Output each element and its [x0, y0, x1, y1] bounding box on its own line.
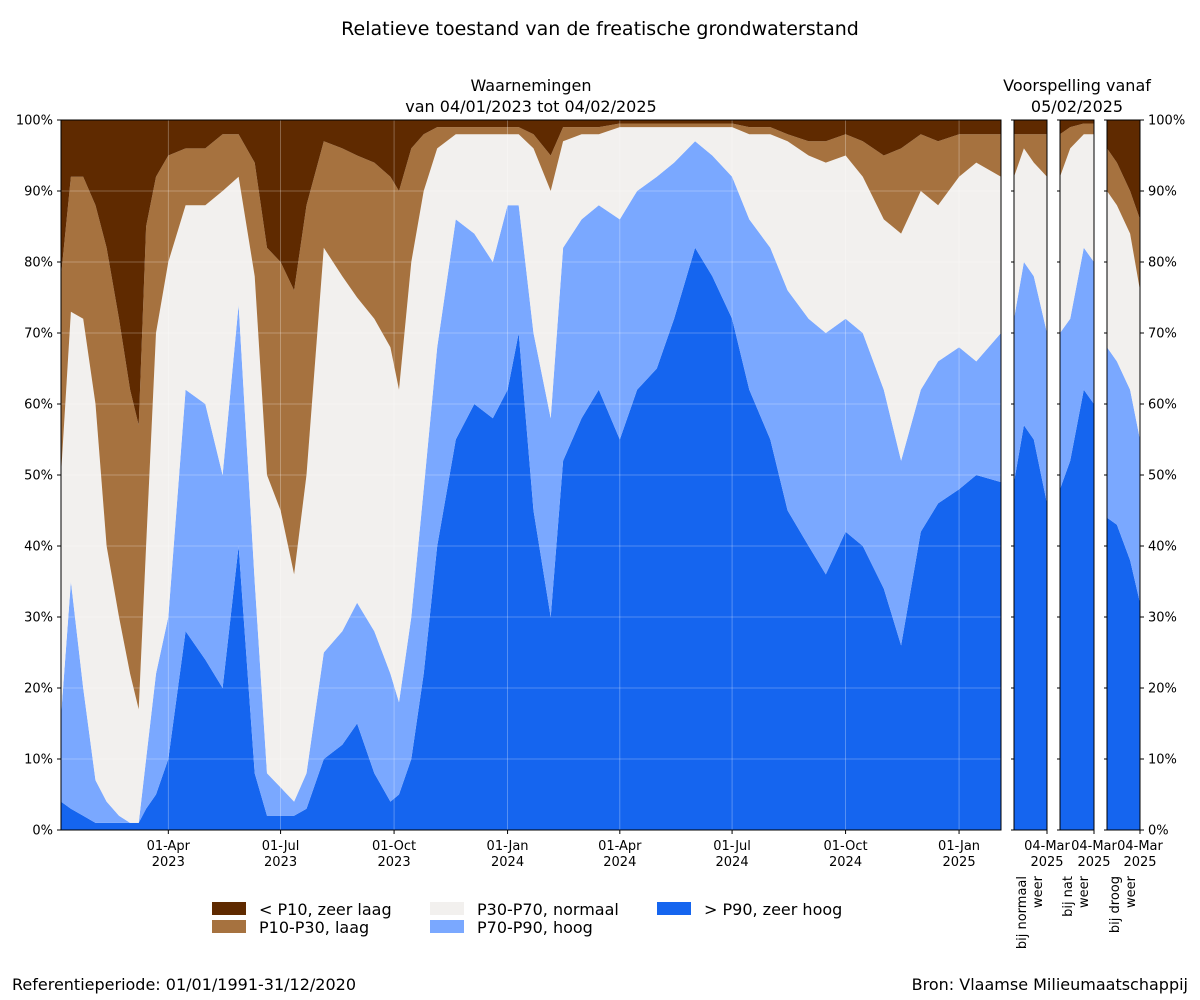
- forecast-2-band-zeer-laag: [1060, 120, 1094, 135]
- y-tick-label-right: 40%: [1148, 540, 1177, 555]
- x-tick-label: 01-Apr: [147, 839, 191, 854]
- forecast-scenario-label-2: weer: [1124, 875, 1139, 908]
- observations-band-hoog: [61, 141, 1001, 823]
- y-tick-label-left: 20%: [24, 682, 53, 697]
- forecast-3-band-zeer-laag: [1107, 120, 1140, 220]
- legend-label-zeer-hoog: > P90, zeer hoog: [704, 900, 842, 919]
- forecast-x-tick-label-year: 2025: [1077, 855, 1110, 870]
- forecast-panel-3: [1107, 120, 1140, 830]
- x-tick-label-year: 2023: [378, 855, 411, 870]
- y-tick-label-right: 100%: [1148, 114, 1185, 129]
- y-tick-label-left: 70%: [24, 327, 53, 342]
- forecast-2-band-hoog: [1060, 247, 1094, 490]
- y-tick-label-left: 100%: [16, 114, 53, 129]
- forecast-scenario-label-2: weer: [1031, 875, 1046, 908]
- x-tick-label-year: 2024: [716, 855, 749, 870]
- forecast-x-tick-label-year: 2025: [1030, 855, 1063, 870]
- y-tick-label-right: 80%: [1148, 256, 1177, 271]
- forecast-x-tick-label: 04-Mar: [1117, 839, 1163, 854]
- forecast-scenario-label: bij droog: [1108, 876, 1123, 933]
- chart-title: Relatieve toestand van de freatische gro…: [341, 18, 859, 40]
- x-tick-label-year: 2024: [829, 855, 862, 870]
- observations-band-zeer-laag: [61, 120, 1001, 426]
- x-tick-label-year: 2024: [491, 855, 524, 870]
- forecast-x-tick-label: 04-Mar: [1024, 839, 1070, 854]
- y-tick-label-left: 50%: [24, 469, 53, 484]
- y-tick-label-right: 10%: [1148, 753, 1177, 768]
- y-tick-label-left: 60%: [24, 398, 53, 413]
- forecast-2-band-laag: [1060, 123, 1094, 177]
- legend-label-hoog: P70-P90, hoog: [477, 918, 593, 937]
- observations-plot: [61, 120, 1001, 831]
- forecast-3-band-normaal: [1107, 191, 1140, 440]
- legend-swatch-laag: [212, 920, 246, 933]
- forecast-2-band-zeer-hoog: [1060, 389, 1094, 830]
- forecast-plots: [1014, 120, 1140, 830]
- legend-label-zeer-laag: < P10, zeer laag: [259, 900, 392, 919]
- y-tick-label-left: 40%: [24, 540, 53, 555]
- y-tick-label-left: 10%: [24, 753, 53, 768]
- x-tick-label: 01-Jul: [262, 839, 300, 854]
- forecast-3-band-laag: [1107, 148, 1140, 291]
- x-tick-label-year: 2024: [603, 855, 636, 870]
- forecast-1-band-zeer-laag: [1014, 120, 1047, 135]
- forecast-title-line2: 05/02/2025: [1031, 97, 1123, 116]
- x-tick-label: 01-Oct: [372, 839, 416, 854]
- observations-band-zeer-hoog: [61, 247, 1001, 831]
- axes: 0% 0% 10% 10% 20% 20% 30% 30% 40% 40% 50% 50% 60% 60%…: [16, 114, 1185, 950]
- y-tick-label-left: 80%: [24, 256, 53, 271]
- forecast-1-band-hoog: [1014, 262, 1047, 504]
- observations-title-line1: Waarnemingen: [471, 76, 592, 95]
- y-tick-label-left: 90%: [24, 185, 53, 200]
- forecast-1-band-normaal: [1014, 148, 1047, 333]
- forecast-1-band-laag: [1014, 134, 1047, 177]
- y-tick-label-right: 30%: [1148, 611, 1177, 626]
- observations-title-line2: van 04/01/2023 tot 04/02/2025: [405, 97, 656, 116]
- forecast-scenario-label: bij nat: [1061, 876, 1076, 917]
- x-tick-label-year: 2023: [264, 855, 297, 870]
- x-tick-label: 01-Jan: [938, 839, 980, 854]
- y-tick-label-right: 90%: [1148, 185, 1177, 200]
- forecast-2-band-normaal: [1060, 134, 1094, 333]
- y-tick-label-right: 20%: [1148, 682, 1177, 697]
- forecast-x-tick-label: 04-Mar: [1071, 839, 1117, 854]
- forecast-3-band-hoog: [1107, 347, 1140, 603]
- reference-period: Referentieperiode: 01/01/1991-31/12/2020: [12, 975, 356, 994]
- x-tick-label-year: 2025: [943, 855, 976, 870]
- y-tick-label-right: 50%: [1148, 469, 1177, 484]
- legend-swatch-normaal: [430, 902, 464, 915]
- x-tick-label-year: 2023: [152, 855, 185, 870]
- x-tick-label: 01-Apr: [598, 839, 642, 854]
- source-credit: Bron: Vlaamse Milieumaatschappij: [912, 975, 1188, 994]
- x-tick-label: 01-Oct: [824, 839, 868, 854]
- x-tick-label: 01-Jul: [713, 839, 751, 854]
- x-tick-label: 01-Jan: [487, 839, 529, 854]
- legend-label-laag: P10-P30, laag: [259, 918, 369, 937]
- observations-band-normaal: [61, 127, 1001, 823]
- observations-band-laag: [61, 123, 1001, 710]
- y-tick-label-left: 30%: [24, 611, 53, 626]
- y-tick-label-right: 60%: [1148, 398, 1177, 413]
- y-tick-label-left: 0%: [32, 824, 53, 839]
- forecast-panel-2: [1060, 120, 1094, 830]
- forecast-scenario-label: bij normaal: [1015, 876, 1030, 949]
- legend-swatch-zeer-hoog: [657, 902, 691, 915]
- forecast-1-band-zeer-hoog: [1014, 425, 1047, 830]
- forecast-title-line1: Voorspelling vanaf: [1003, 76, 1151, 95]
- forecast-3-band-zeer-hoog: [1107, 517, 1140, 830]
- forecast-scenario-label-2: weer: [1077, 875, 1092, 908]
- y-tick-label-right: 0%: [1148, 824, 1169, 839]
- forecast-panel-1: [1014, 120, 1047, 830]
- forecast-x-tick-label-year: 2025: [1123, 855, 1156, 870]
- legend-label-normaal: P30-P70, normaal: [477, 900, 619, 919]
- legend-swatch-hoog: [430, 920, 464, 933]
- y-tick-label-right: 70%: [1148, 327, 1177, 342]
- legend-swatch-zeer-laag: [212, 902, 246, 915]
